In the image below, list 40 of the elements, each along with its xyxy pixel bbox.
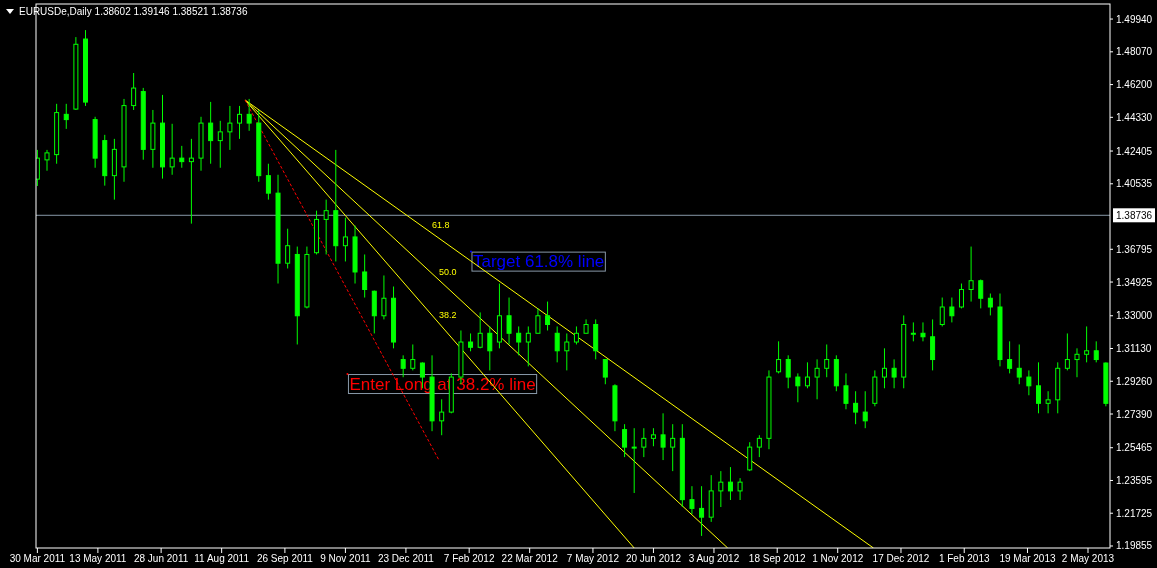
x-tick-label: 7 Feb 2012 <box>443 553 495 564</box>
x-tick-label: 19 Mar 2013 <box>999 553 1056 564</box>
x-tick-label: 18 Sep 2012 <box>748 553 807 564</box>
y-tick-label: 1.21725 <box>1116 507 1153 519</box>
x-tick-label: 7 May 2012 <box>566 553 620 564</box>
x-tick-label: 30 Mar 2011 <box>9 553 66 564</box>
y-tick-label: 1.19855 <box>1116 540 1153 552</box>
x-tick-label: 28 Jun 2011 <box>133 553 189 564</box>
x-tick-label: 20 Jun 2012 <box>625 553 682 564</box>
y-tick-label: 1.48070 <box>1116 46 1153 58</box>
y-tick-label: 1.25465 <box>1116 442 1153 454</box>
ref-line-label: 1.38736 <box>1116 209 1153 221</box>
x-tick-label: 26 Sep 2011 <box>256 553 314 564</box>
annotation: Target 61.8% line <box>472 252 605 272</box>
y-tick-label: 1.27390 <box>1116 408 1153 420</box>
y-tick-label: 1.44330 <box>1116 111 1153 123</box>
annotation: 38.2 <box>438 310 457 321</box>
y-tick-label: 1.29260 <box>1116 375 1153 387</box>
x-tick-label: 9 Nov 2011 <box>320 553 372 564</box>
y-tick-label: 1.40535 <box>1116 178 1153 190</box>
y-tick-label: 1.31130 <box>1116 343 1152 355</box>
chart-title: EURUSDe,Daily 1.38602 1.39146 1.38521 1.38736 <box>19 6 248 17</box>
x-tick-label: 13 May 2011 <box>69 553 127 564</box>
y-tick-label: 1.49940 <box>1116 13 1153 25</box>
x-tick-label: 17 Dec 2012 <box>872 553 930 564</box>
x-tick-label: 3 Aug 2012 <box>688 553 740 564</box>
x-tick-label: 11 Aug 2011 <box>194 553 250 564</box>
annotation: 61.8 <box>432 220 450 231</box>
x-tick-label: 23 Dec 2011 <box>377 553 435 564</box>
y-tick-label: 1.33000 <box>1116 310 1153 322</box>
y-tick-label: 1.46200 <box>1116 79 1153 91</box>
y-tick-label: 1.42405 <box>1116 145 1153 157</box>
x-tick-label: 22 Mar 2012 <box>501 553 559 564</box>
x-tick-label: 1 Nov 2012 <box>812 553 864 564</box>
x-tick-label: 1 Feb 2013 <box>938 553 990 564</box>
y-tick-label: 1.23595 <box>1116 474 1153 486</box>
y-tick-label: 1.34925 <box>1116 276 1153 288</box>
x-tick-label: 2 May 2013 <box>1061 553 1115 564</box>
annotation: 50.0 <box>438 267 457 278</box>
y-tick-label: 1.36795 <box>1116 243 1153 255</box>
